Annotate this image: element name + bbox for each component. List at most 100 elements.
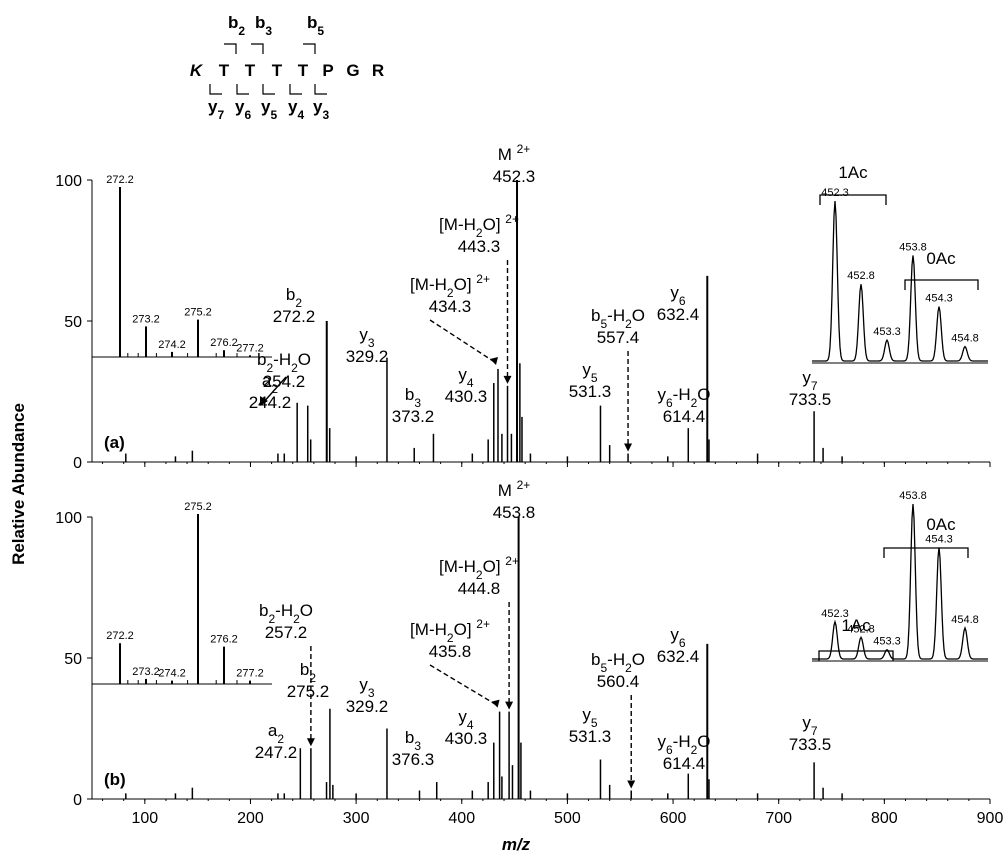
y-ion-label: y5	[261, 97, 277, 122]
isotope-group-bracket	[818, 650, 894, 661]
peak-ion-label: b2-H2O	[257, 350, 311, 375]
inset-right-peak-label: 452.3	[821, 608, 849, 620]
y-axis-label: Relative Abundance	[9, 403, 28, 565]
inset-right-peak-label: 454.3	[925, 533, 953, 545]
peak-ion-label: y7	[802, 368, 818, 393]
inset-right-peak-label: 453.3	[873, 326, 901, 338]
isotope-group-bracket	[904, 279, 979, 290]
dashed-arrow	[429, 319, 497, 364]
peak-ion-label: y6	[670, 283, 686, 308]
y-tick-label: 0	[73, 455, 82, 472]
peak-mz-label: 275.2	[287, 682, 330, 701]
peak-mz-label: 254.2	[263, 372, 306, 391]
peak-ion-label: b5-H2O	[591, 306, 645, 331]
peak-mz-label: 733.5	[789, 735, 832, 754]
inset-right-peak-label: 454.8	[951, 333, 979, 345]
peak-ion-label: M 2+	[498, 142, 531, 164]
peak-ion-label: y4	[458, 365, 474, 390]
inset-right-peak-label: 453.3	[873, 636, 901, 648]
isotope-group-label: 1Ac	[838, 163, 868, 182]
peptide-residue: T	[298, 61, 309, 80]
peak-mz-label: 244.2	[249, 393, 292, 412]
inset-left-peak-label: 273.2	[132, 313, 160, 325]
peak-ion-label: b3	[405, 728, 421, 753]
y-ion-bracket	[262, 84, 275, 95]
peak-mz-label: 247.2	[255, 743, 298, 762]
peak-mz-label: 272.2	[273, 307, 316, 326]
arrow-head	[624, 443, 633, 452]
peak-mz-label: 557.4	[597, 328, 640, 347]
peptide-residue: T	[245, 61, 256, 80]
y-ion-bracket	[289, 84, 302, 95]
y-tick-label: 50	[64, 651, 82, 668]
peak-ion-label: b2-H2O	[259, 601, 313, 626]
peak-ion-label: b5-H2O	[591, 650, 645, 675]
peak-ion-label: y3	[359, 675, 375, 700]
inset-right-peak-label: 452.8	[847, 270, 875, 282]
b-ion-bracket	[251, 43, 264, 54]
inset-left-peak-label: 277.2	[236, 342, 264, 354]
y-tick-label: 100	[55, 173, 82, 190]
peak-ion-label: [M-H2O] 2+	[439, 212, 519, 240]
peak-mz-label: 329.2	[346, 697, 389, 716]
arrow-head	[306, 738, 315, 747]
peak-ion-label: M 2+	[498, 478, 531, 500]
peak-ion-label: b2	[286, 285, 302, 310]
peak-mz-label: 733.5	[789, 390, 832, 409]
peak-mz-label: 430.3	[445, 387, 488, 406]
inset-right-peak-label: 454.8	[951, 614, 979, 626]
inset-left-peak-label: 276.2	[210, 634, 238, 646]
peak-mz-label: 560.4	[597, 672, 640, 691]
peak-ion-label: b3	[405, 385, 421, 410]
peak-ion-label: a2	[268, 721, 284, 746]
inset-right-profile	[812, 200, 988, 362]
peak-mz-label: 443.3	[458, 237, 501, 256]
peak-mz-label: 614.4	[663, 754, 706, 773]
isotope-group-bracket	[819, 194, 887, 205]
peak-ion-label: y6-H2O	[657, 732, 710, 757]
inset-left-peak-label: 275.2	[184, 501, 212, 513]
peak-mz-label: 632.4	[657, 305, 700, 324]
peak-mz-label: 452.3	[493, 167, 536, 186]
peak-mz-label: 257.2	[265, 623, 308, 642]
inset-left-peak-label: 272.2	[106, 174, 134, 186]
x-tick-label: 700	[765, 810, 792, 827]
arrow-head	[490, 356, 499, 365]
x-tick-label: 100	[131, 810, 158, 827]
inset-left-peak-label: 274.2	[158, 668, 186, 680]
peak-mz-label: 444.8	[458, 579, 501, 598]
peak-ion-label: [M-H2O] 2+	[410, 617, 490, 645]
y-ion-bracket	[314, 84, 327, 95]
peptide-residue: R	[372, 61, 384, 80]
peak-mz-label: 632.4	[657, 647, 700, 666]
panel-label: (a)	[104, 433, 125, 452]
peak-mz-label: 430.3	[445, 729, 488, 748]
peak-mz-label: 531.3	[569, 727, 612, 746]
inset-right-profile	[812, 503, 988, 660]
x-tick-label: 400	[448, 810, 475, 827]
x-tick-label: 600	[660, 810, 687, 827]
peak-ion-label: y5	[582, 360, 598, 385]
b-ion-label: b3	[255, 13, 272, 38]
spectrum-panel-a: 050100(a)a2244.2b2-H2O254.2b2272.2y3329.…	[55, 142, 991, 472]
y-ion-label: y4	[288, 97, 304, 122]
y-tick-label: 100	[55, 510, 82, 527]
b-ion-label: b5	[307, 13, 324, 38]
arrow-head	[491, 699, 500, 708]
inset-right-peak-label: 452.3	[821, 187, 849, 199]
arrow-head	[503, 375, 512, 384]
peak-ion-label: y3	[359, 325, 375, 350]
isotope-group-bracket	[883, 547, 969, 558]
arrow-head	[505, 701, 514, 710]
peak-mz-label: 376.3	[392, 750, 435, 769]
inset-left-peak-label: 274.2	[158, 339, 186, 351]
peak-ion-label: y6	[670, 625, 686, 650]
peak-mz-label: 435.8	[429, 642, 472, 661]
y-tick-label: 50	[64, 314, 82, 331]
inset-right-peak-label: 453.8	[899, 241, 927, 253]
peptide-residue: G	[346, 61, 359, 80]
peak-mz-label: 453.8	[493, 503, 536, 522]
y-ion-bracket	[236, 84, 249, 95]
inset-left-peak-label: 275.2	[184, 307, 212, 319]
spectrum-panel-b: 0 50 100 100 200 300 400 500 600 700 800 900 (b) a224…	[55, 478, 1003, 827]
